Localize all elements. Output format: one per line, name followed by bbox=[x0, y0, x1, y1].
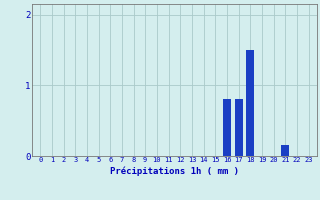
Bar bbox=[235, 99, 243, 156]
Bar bbox=[223, 99, 231, 156]
Bar bbox=[281, 145, 289, 156]
Bar bbox=[246, 50, 254, 156]
X-axis label: Précipitations 1h ( mm ): Précipitations 1h ( mm ) bbox=[110, 166, 239, 176]
